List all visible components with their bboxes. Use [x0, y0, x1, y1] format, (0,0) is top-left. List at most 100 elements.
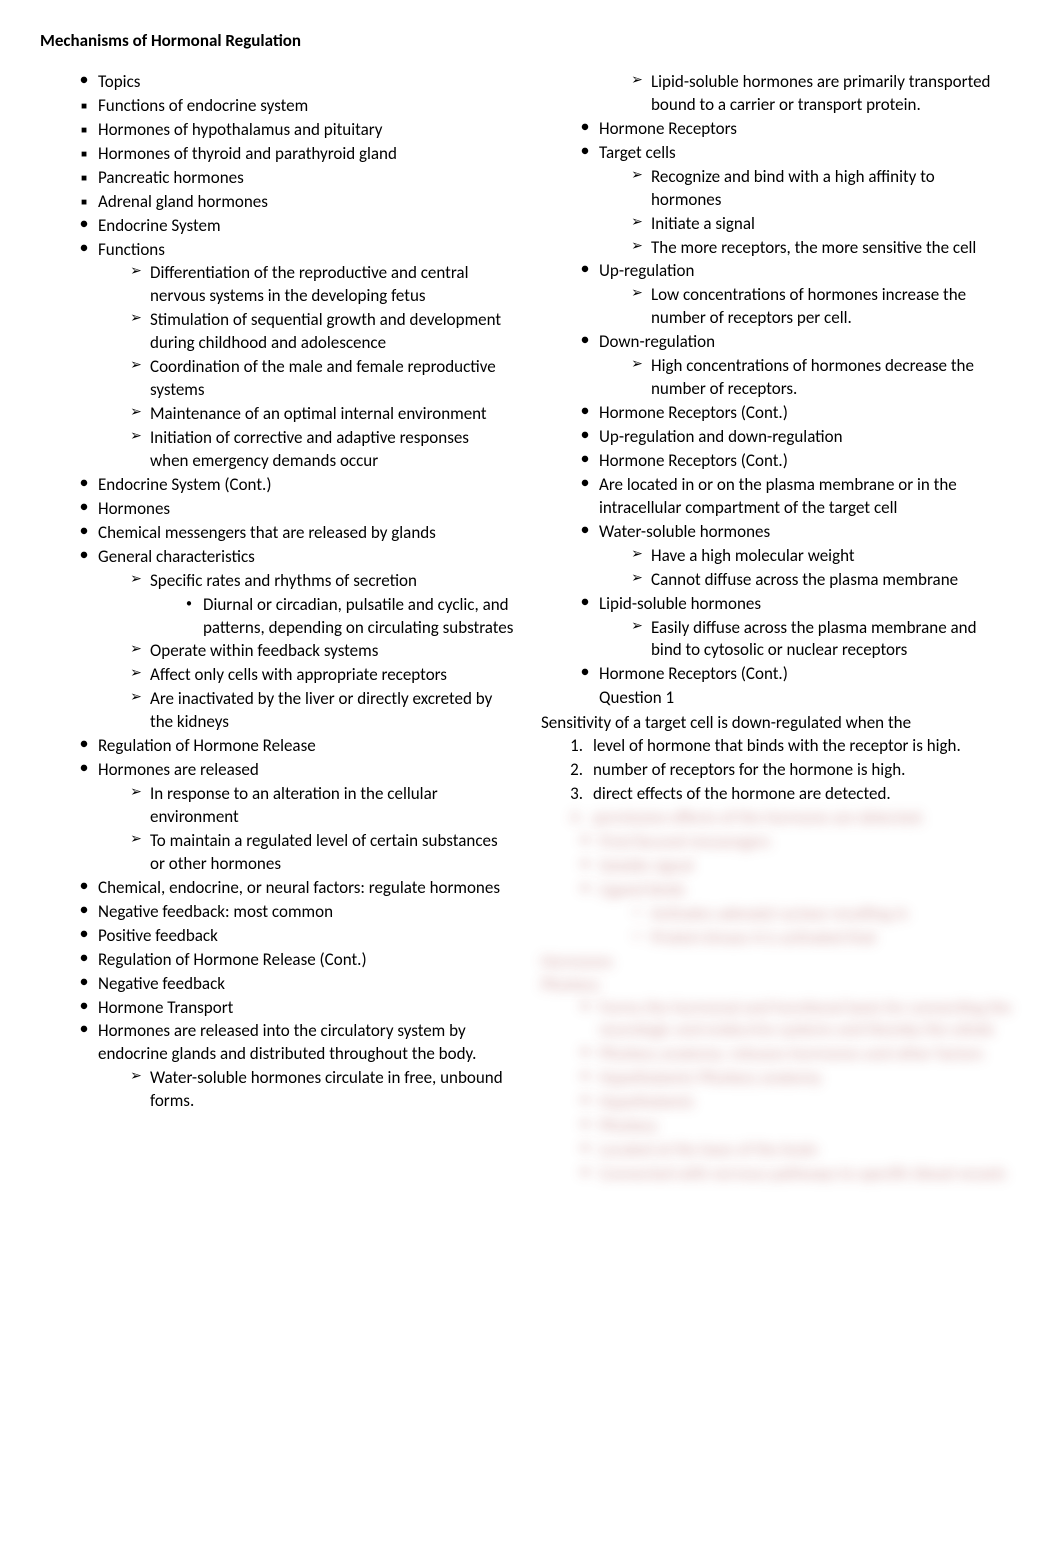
item-text: In response to an alteration in the cell… [150, 783, 521, 829]
arrow-list-item: ➢Cannot diffuse across the plasma membra… [541, 569, 1022, 592]
bullet-list-item: ●Up-regulation and down-regulation [541, 426, 1022, 449]
item-text: Functions [98, 239, 521, 262]
arrow-marker-icon: ➢ [623, 237, 651, 256]
item-text: Adrenal gland hormones [98, 191, 521, 214]
bullet-marker-icon: ● [571, 331, 599, 350]
arrow-marker-icon: ➢ [623, 284, 651, 303]
bullet-marker-icon: ● [70, 239, 98, 258]
bullet-marker-icon: ● [571, 663, 599, 682]
num-marker-icon: 3. [561, 783, 593, 806]
square-list-item: ■Pancreatic hormones [40, 167, 521, 190]
item-text: Hypothalamic [599, 1091, 1022, 1114]
item-text: Water-soluble hormones circulate in free… [150, 1067, 521, 1113]
item-text: Ligand binds [599, 879, 1022, 902]
bullet-marker-icon: ● [571, 118, 599, 137]
arrow-list-item: ➢Have a high molecular weight [541, 545, 1022, 568]
square-marker-icon: ■ [70, 143, 98, 161]
arrow-list-item: ➢Water-soluble hormones circulate in fre… [40, 1067, 521, 1113]
arrow-list-item: ➢Operate within feedback systems [40, 640, 521, 663]
bullet-marker-icon: ● [571, 1043, 599, 1062]
arrow-list-item: ➢Protein kinase A is activated that [541, 927, 1022, 950]
arrow-marker-icon: ➢ [623, 355, 651, 374]
arrow-list-item: ➢Lipid-soluble hormones are primarily tr… [541, 71, 1022, 117]
arrow-list-item: ➢Maintenance of an optimal internal envi… [40, 403, 521, 426]
item-text: Negative feedback: most common [98, 901, 521, 924]
arrow-marker-icon: ➢ [122, 403, 150, 422]
arrow-list-item: ➢Initiate a signal [541, 213, 1022, 236]
bullet-list-item: ●Hormone Receptors (Cont.) [541, 402, 1022, 425]
bullet-list-item: ●Negative feedback: most common [40, 901, 521, 924]
item-text: Up-regulation [599, 260, 1022, 283]
square-marker-icon: ■ [70, 191, 98, 209]
item-text: Cannot diffuse across the plasma membran… [651, 569, 1022, 592]
arrow-marker-icon: ➢ [623, 617, 651, 636]
square-marker-icon: ■ [70, 95, 98, 113]
item-text: direct effects of the hormone are detect… [593, 783, 1022, 806]
bullet-marker-icon: ● [571, 831, 599, 850]
bullet-marker-icon: ● [571, 593, 599, 612]
square-list-item: ■Hormones of hypothalamus and pituitary [40, 119, 521, 142]
bullet-list-item: ●Functions [40, 239, 521, 262]
item-text: Forms the hormonal and functional basis … [599, 997, 1022, 1043]
bullet-marker-icon: ● [571, 1091, 599, 1110]
item-text: Hormones are released [98, 759, 521, 782]
item-text: Hormones of thyroid and parathyroid glan… [98, 143, 521, 166]
bullet-marker-icon: ● [571, 1163, 599, 1182]
num-list-item: 3.direct effects of the hormone are dete… [541, 783, 1022, 806]
bullet-list-item: ●Regulation of Hormone Release (Cont.) [40, 949, 521, 972]
bullet-marker-icon: ● [70, 901, 98, 920]
item-text: Pituitary anatomy: releases hormones and… [599, 1043, 1022, 1066]
bullet-marker-icon: ● [70, 522, 98, 541]
bullet-marker-icon: ● [571, 879, 599, 898]
item-text: Pancreatic hormones [98, 167, 521, 190]
bullet-list-item: ●Lipid-soluble hormones [541, 593, 1022, 616]
bullet-marker-icon: ● [571, 474, 599, 493]
num-marker-icon: 4. [561, 807, 593, 830]
arrow-marker-icon: ➢ [122, 1067, 150, 1086]
bullet-marker-icon: ● [571, 426, 599, 445]
bullet-list-item: ●Down-regulation [541, 331, 1022, 354]
arrow-marker-icon: ➢ [122, 427, 150, 446]
item-text: Regulation of Hormone Release [98, 735, 521, 758]
bullet-list-item: ●First/Second messengers [541, 831, 1022, 854]
arrow-marker-icon: ➢ [122, 570, 150, 589]
bullet-marker-icon: ● [70, 973, 98, 992]
bullet-list-item: ●Regulation of Hormone Release [40, 735, 521, 758]
num-list-item: 4.permissive effects of the hormone are … [541, 807, 1022, 830]
item-text: Connected with nervous pathways to speci… [599, 1163, 1022, 1186]
item-text: Water-soluble hormones [599, 521, 1022, 544]
bullet-list-item: ●Chemical messengers that are released b… [40, 522, 521, 545]
item-text: General characteristics [98, 546, 521, 569]
item-text: Easily diffuse across the plasma membran… [651, 617, 1022, 663]
item-text: Up-regulation and down-regulation [599, 426, 1022, 449]
num-list-item: 2.number of receptors for the hormone is… [541, 759, 1022, 782]
bullet-list-item: ●Negative feedback [40, 973, 521, 996]
bullet-list-item: ●Endocrine System (Cont.) [40, 474, 521, 497]
item-text: permissive effects of the hormone are de… [593, 807, 1022, 830]
bullet-marker-icon: ● [70, 759, 98, 778]
item-text: Have a high molecular weight [651, 545, 1022, 568]
arrow-marker-icon: ➢ [623, 545, 651, 564]
item-text: Initiate a signal [651, 213, 1022, 236]
item-text: Hormone Receptors (Cont.) [599, 663, 1022, 686]
arrow-list-item: ➢Differentiation of the reproductive and… [40, 262, 521, 308]
column-left: ●Topics■Functions of endocrine system■Ho… [40, 71, 521, 1187]
bullet-list-item: ●Pituitary anatomy: releases hormones an… [541, 1043, 1022, 1066]
bullet-list-item: ●Hormone Transport [40, 997, 521, 1020]
bullet-list-item: ●Pituitary [541, 1115, 1022, 1138]
item-text: Positive feedback [98, 925, 521, 948]
document-title: Mechanisms of Hormonal Regulation [40, 30, 1022, 53]
item-text: Lipid-soluble hormones are primarily tra… [651, 71, 1022, 117]
bullet-marker-icon: ● [571, 1139, 599, 1158]
item-text: Hormone Receptors (Cont.) [599, 402, 1022, 425]
bullet-list-item: ●Hormones are released [40, 759, 521, 782]
arrow-marker-icon: ➢ [623, 903, 651, 922]
item-text: Protein kinase A is activated that [651, 927, 1022, 950]
item-text: Functions of endocrine system [98, 95, 521, 118]
bullet-marker-icon: ● [571, 450, 599, 469]
dot-list-item: •Diurnal or circadian, pulsatile and cyc… [40, 594, 521, 640]
bullet-list-item: ●Hormone Receptors (Cont.) [541, 663, 1022, 686]
item-text: Operate within feedback systems [150, 640, 521, 663]
item-text: The more receptors, the more sensitive t… [651, 237, 1022, 260]
item-text: Affect only cells with appropriate recep… [150, 664, 521, 687]
